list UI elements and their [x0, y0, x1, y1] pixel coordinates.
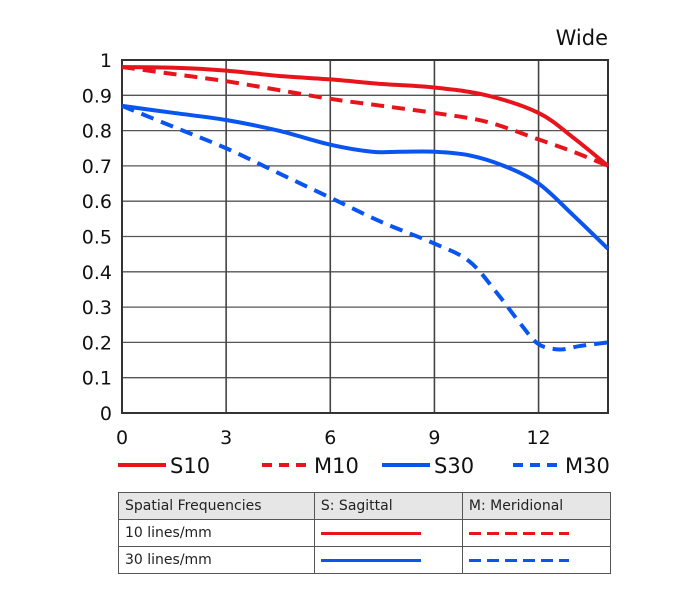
- sample-s10: [313, 519, 463, 547]
- y-tick-label: 0.2: [82, 332, 112, 354]
- header-sagittal: S: Sagittal: [313, 492, 463, 520]
- series-line-s30: [121, 103, 610, 251]
- y-tick-label: 0.5: [82, 227, 112, 249]
- chart-title: Wide: [556, 26, 608, 50]
- x-tick-label: 12: [526, 427, 550, 449]
- x-tick-label: 6: [324, 427, 336, 449]
- y-tick-label: 0.9: [82, 85, 112, 107]
- x-tick-label: 3: [220, 427, 232, 449]
- series-line-s10: [121, 65, 610, 168]
- sample-m10: [461, 519, 612, 547]
- y-tick-label: 1: [100, 50, 112, 72]
- y-tick-label: 0: [100, 403, 112, 425]
- legend-label-m30: M30: [565, 454, 610, 478]
- row-label-10: 10 lines/mm: [118, 519, 315, 547]
- legend-label-s10: S10: [170, 454, 210, 478]
- y-tick-label: 0.3: [82, 297, 112, 319]
- legend-label-s30: S30: [434, 454, 474, 478]
- row-label-30: 30 lines/mm: [118, 546, 315, 574]
- y-tick-label: 0.8: [82, 121, 112, 143]
- y-tick-label: 0.6: [82, 191, 112, 213]
- legend-table: Spatial Frequencies S: Sagittal M: Merid…: [118, 492, 612, 574]
- series-line-m10: [121, 65, 609, 168]
- y-tick-label: 0.7: [82, 156, 112, 178]
- y-tick-label: 0.4: [82, 262, 112, 284]
- legend-label-m10: M10: [314, 454, 359, 478]
- header-spatial: Spatial Frequencies: [118, 492, 315, 520]
- x-tick-label: 0: [116, 427, 128, 449]
- sample-s30: [313, 546, 463, 574]
- plot-frame: [121, 59, 609, 414]
- series-line-m30: [121, 104, 609, 352]
- header-meridional: M: Meridional: [461, 492, 612, 520]
- y-tick-label: 0.1: [82, 368, 112, 390]
- x-tick-label: 9: [428, 427, 440, 449]
- sample-m30: [461, 546, 612, 574]
